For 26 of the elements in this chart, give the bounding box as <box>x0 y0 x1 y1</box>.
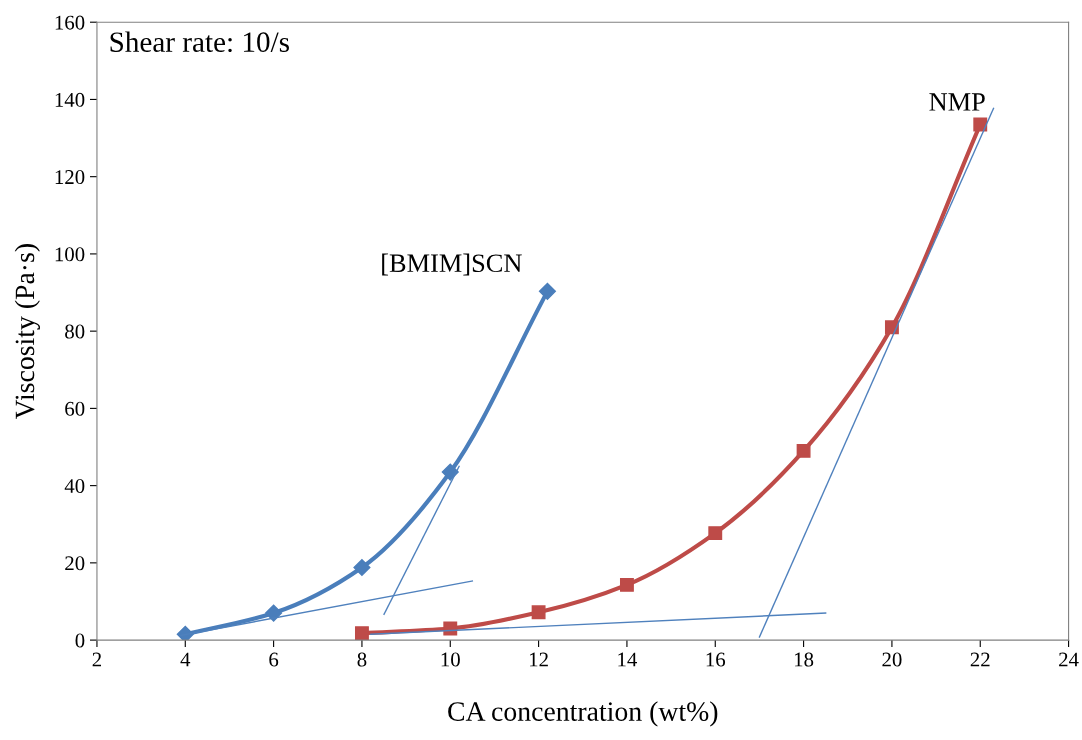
x-tick-label: 6 <box>269 652 279 667</box>
x-axis-title: CA concentration (wt%) <box>448 701 718 727</box>
x-tick-label: 18 <box>795 652 814 667</box>
x-tick-label: 24 <box>1059 652 1079 667</box>
series-label: NMP <box>929 93 985 111</box>
y-tick-label: 20 <box>65 556 85 571</box>
y-axis-title: Viscosity (Pa·s) <box>14 244 40 420</box>
x-tick-label: 12 <box>530 652 548 667</box>
x-tick-label: 4 <box>180 652 191 667</box>
x-tick-label: 20 <box>882 652 902 667</box>
annotation: Shear rate: 10/s <box>110 31 289 53</box>
y-tick-label: 100 <box>55 247 85 262</box>
x-tick-label: 14 <box>618 652 638 667</box>
y-tick-label: 40 <box>64 479 85 494</box>
x-tick-label: 16 <box>706 652 726 667</box>
y-tick-label: 120 <box>55 170 85 185</box>
x-tick-label: 8 <box>357 652 367 667</box>
x-tick-label: 22 <box>970 652 990 667</box>
x-tick-label: 10 <box>441 652 460 667</box>
y-tick-label: 140 <box>55 92 85 107</box>
y-tick-label: 60 <box>65 401 85 416</box>
y-tick-label: 160 <box>55 15 85 30</box>
x-tick-label: 2 <box>92 652 102 667</box>
series-label: [BMIM]SCN <box>382 253 522 276</box>
y-tick-label: 80 <box>65 324 85 339</box>
y-tick-label: 0 <box>75 633 85 648</box>
